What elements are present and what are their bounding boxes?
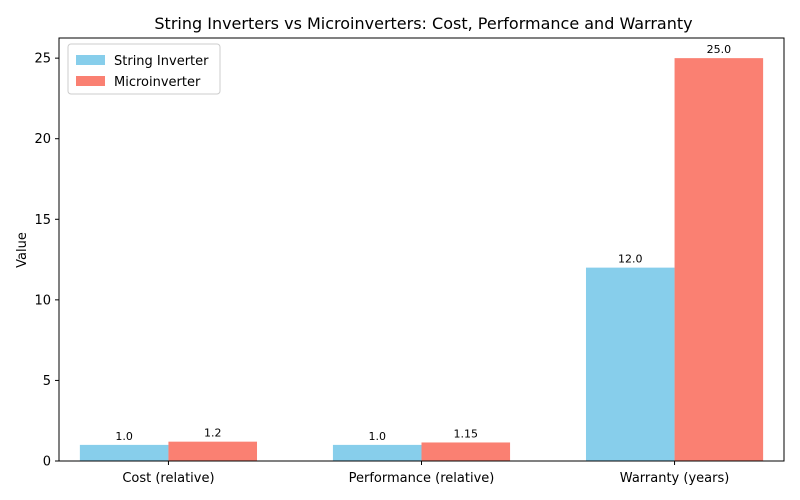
data-label: 12.0: [618, 253, 643, 266]
y-tick-label: 10: [34, 293, 51, 308]
legend-label: String Inverter: [114, 54, 209, 69]
bar-microinverter-1: [421, 442, 511, 461]
legend-swatch: [76, 55, 105, 65]
x-tick-label: Cost (relative): [122, 471, 214, 486]
bar-string-inverter-0: [79, 444, 169, 461]
legend-swatch: [76, 76, 105, 86]
x-axis-ticks: Cost (relative) Performance (relative) War…: [122, 461, 729, 486]
data-label: 1.2: [204, 427, 222, 440]
data-label: 25.0: [707, 43, 732, 56]
data-labels-group: 1.0 1.0 12.0 1.2 1.15 25.0: [115, 43, 731, 443]
y-tick-label: 0: [43, 455, 51, 470]
bar-string-inverter-1: [332, 444, 422, 461]
legend: String Inverter Microinverter: [67, 43, 221, 95]
bar-microinverter-2: [674, 58, 764, 462]
legend-box: [67, 43, 221, 95]
legend-label: Microinverter: [114, 75, 201, 90]
y-tick-label: 25: [34, 52, 51, 67]
y-axis-ticks: 0 5 10 15 20 25: [34, 52, 59, 470]
chart-title: String Inverters vs Microinverters: Cost…: [154, 14, 692, 33]
y-tick-label: 15: [34, 213, 51, 228]
data-label: 1.0: [368, 430, 386, 443]
y-axis-label: Value: [15, 232, 30, 268]
bar-string-inverter-2: [585, 267, 675, 461]
x-tick-label: Performance (relative): [349, 471, 495, 486]
bars-group: [79, 58, 764, 462]
x-tick-label: Warranty (years): [620, 471, 730, 486]
y-tick-label: 20: [34, 132, 51, 147]
data-label: 1.15: [454, 427, 479, 440]
data-label: 1.0: [115, 430, 133, 443]
bar-microinverter-0: [168, 441, 258, 461]
y-tick-label: 5: [43, 374, 51, 389]
plot-frame: [58, 37, 785, 462]
